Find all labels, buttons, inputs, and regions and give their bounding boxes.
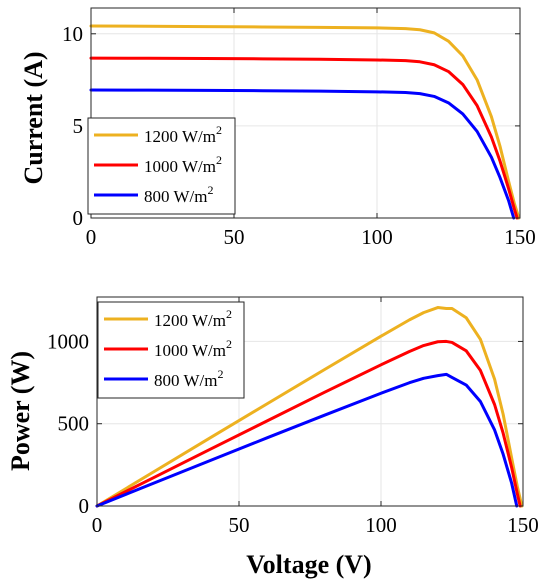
current-plot-legend-label-2: 800 W/m2 [144, 183, 213, 206]
current-plot-y-tick-label: 5 [73, 114, 84, 138]
power-plot-legend-label-0: 1200 W/m2 [154, 307, 232, 330]
power-plot-x-tick-label: 0 [92, 513, 103, 537]
current-plot-series-line-2 [89, 88, 516, 220]
current-plot-x-tick-label: 0 [86, 225, 97, 249]
power-plot-legend-label-2: 800 W/m2 [154, 367, 223, 390]
current-plot-legend-label-1: 1000 W/m2 [144, 153, 222, 176]
power-plot-x-tick-label: 100 [365, 513, 397, 537]
current-plot-legend-label-0: 1200 W/m2 [144, 123, 222, 146]
power-plot-y-tick-label: 1000 [47, 329, 89, 353]
current-plot-y-tick-label: 10 [62, 22, 83, 46]
power-plot-frame [96, 296, 524, 507]
power-plot-x-tick-label: 50 [229, 513, 250, 537]
power-plot-xlabel: Voltage (V) [246, 550, 371, 579]
current-plot-legend-label-superscript-2: 2 [207, 183, 213, 197]
current-plot-x-tick-label: 50 [224, 225, 245, 249]
current-plot-ylabel: Current (A) [19, 51, 48, 184]
power-plot-legend-label-superscript-2: 2 [217, 367, 223, 381]
power-plot-legend-label-1: 1000 W/m2 [154, 337, 232, 360]
power-plot-series-line-2 [95, 372, 519, 508]
power-plot-y-tick-label: 0 [79, 494, 90, 518]
power-plot-series-line-0 [95, 306, 524, 508]
current-plot-ticks: 0 50 100 150 0 5 10 [62, 8, 536, 249]
current-plot-series-line-1 [89, 56, 519, 220]
power-plot-x-tick-label: 150 [507, 513, 539, 537]
current-plot-frame [90, 7, 521, 219]
current-plot-x-tick-label: 150 [504, 225, 536, 249]
power-plot-y-tick-label: 500 [58, 412, 90, 436]
current-plot-legend-label-superscript-1: 2 [216, 153, 222, 167]
current-plot-series-line-0 [89, 24, 521, 220]
power-plot-series-line-1 [95, 339, 522, 508]
power-plot-legend: 1200 W/m2 1000 W/m2 800 W/m2 [97, 301, 245, 399]
current-plot-y-tick-label: 0 [73, 206, 84, 230]
current-plot-legend: 1200 W/m2 1000 W/m2 800 W/m2 [87, 117, 236, 215]
current-plot-panel: 0 50 100 150 0 5 10 Current (A) 1200 W/m2 1000 … [19, 7, 536, 249]
current-plot-legend-label-superscript-0: 2 [216, 123, 222, 137]
power-plot-series [95, 306, 524, 508]
power-plot-legend-label-superscript-1: 2 [226, 337, 232, 351]
power-plot-legend-label-superscript-0: 2 [226, 307, 232, 321]
power-plot-ylabel: Power (W) [6, 351, 35, 471]
current-plot-x-tick-label: 100 [361, 225, 393, 249]
power-plot-ticks: 0 50 100 150 0 500 1000 [47, 297, 539, 537]
current-plot-series [89, 24, 521, 220]
